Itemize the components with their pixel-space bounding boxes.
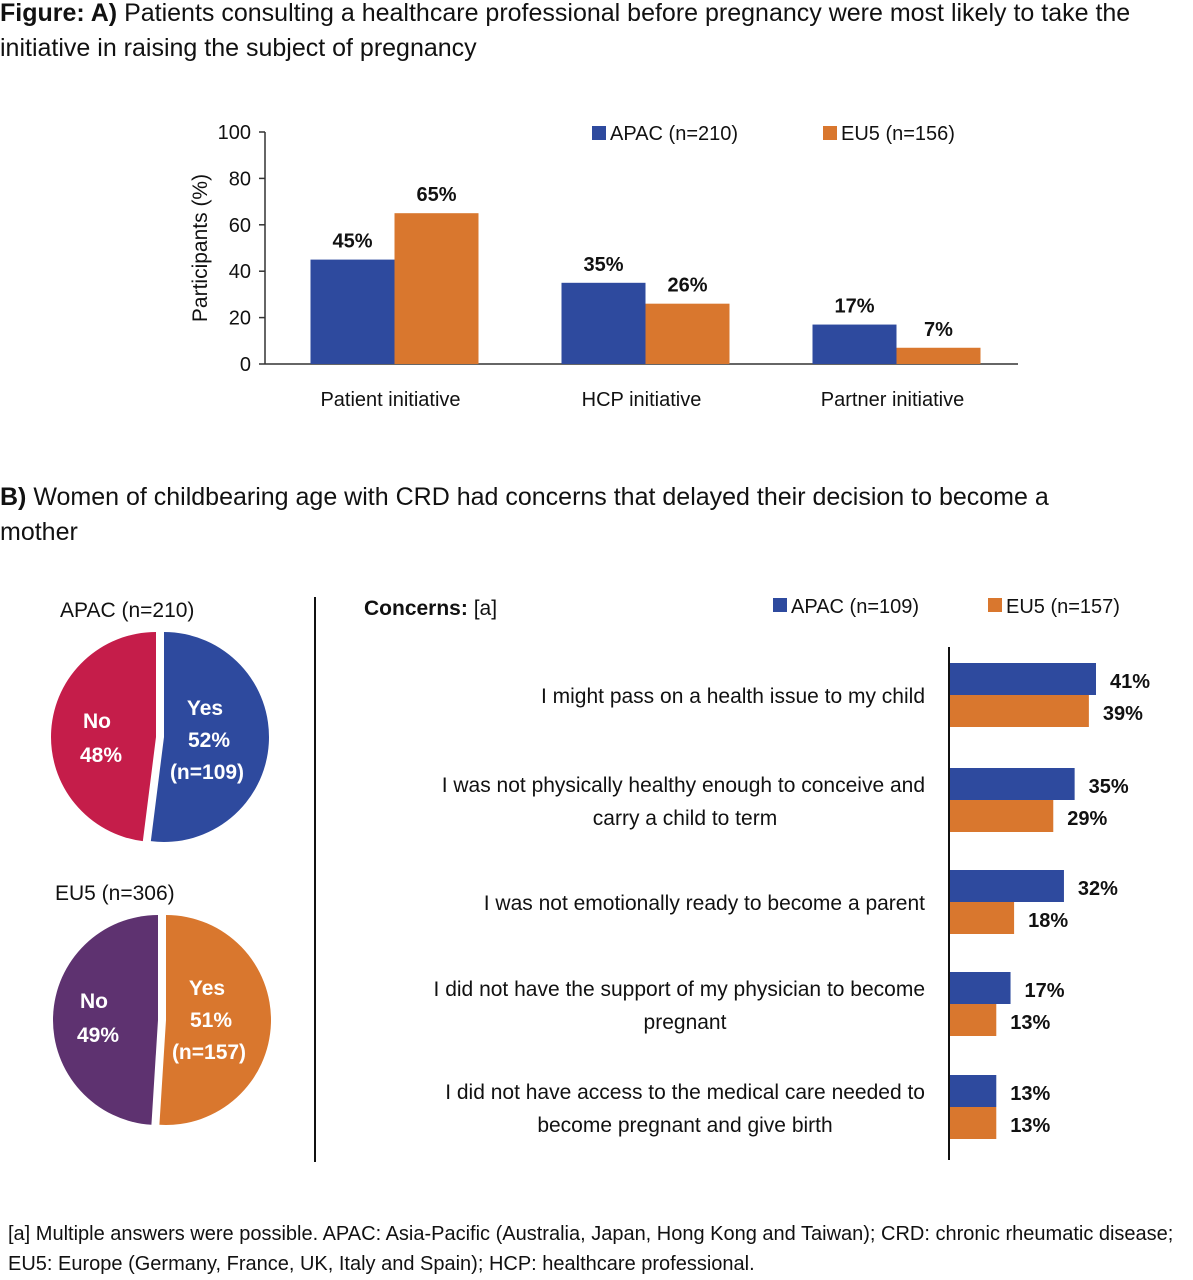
legend-swatch xyxy=(592,126,606,140)
pie-label-no-name: No xyxy=(80,990,108,1013)
bar xyxy=(812,324,897,364)
category-label-line2: carry a child to term xyxy=(593,807,777,830)
pie-title: APAC (n=210) xyxy=(60,599,194,622)
panel-b-heading: B) Women of childbearing age with CRD ha… xyxy=(0,480,1060,550)
bar xyxy=(950,972,1011,1004)
bar xyxy=(310,259,395,364)
data-label: 39% xyxy=(1103,703,1143,725)
bar xyxy=(950,695,1089,727)
legend-label: EU5 (n=156) xyxy=(841,123,955,145)
bar xyxy=(950,1107,997,1139)
concerns-label: Concerns: [a] xyxy=(364,597,497,620)
x-tick-label: HCP initiative xyxy=(582,389,702,411)
legend-swatch xyxy=(773,598,787,612)
data-label: 13% xyxy=(1010,1083,1050,1105)
pie-title: EU5 (n=306) xyxy=(55,882,175,905)
legend-swatch xyxy=(988,598,1002,612)
bar xyxy=(394,213,479,364)
pie-label-yes-n: (n=157) xyxy=(172,1041,246,1064)
bar xyxy=(950,663,1096,695)
category-label-line1: I was not physically healthy enough to c… xyxy=(442,774,925,797)
pie-label-no-value: 48% xyxy=(80,744,122,767)
category-label: I might pass on a health issue to my chi… xyxy=(541,685,925,708)
bar xyxy=(896,347,981,364)
pie-label-yes-name: Yes xyxy=(187,697,223,720)
y-tick-label: 20 xyxy=(229,308,251,330)
y-tick-label: 60 xyxy=(229,215,251,237)
footnote: [a] Multiple answers were possible. APAC… xyxy=(8,1223,1174,1275)
bar xyxy=(561,282,646,364)
legend-swatch xyxy=(823,126,837,140)
pie-slice-no xyxy=(50,632,156,842)
legend-label: APAC (n=210) xyxy=(610,123,738,145)
concerns-bar-chart: Concerns: [a] APAC (n=109) EU5 (n=157) 41% 3… xyxy=(364,596,1150,1160)
legend-label: EU5 (n=157) xyxy=(1006,596,1120,618)
data-label: 35% xyxy=(1089,776,1129,798)
panel-b-heading-bold: B) xyxy=(0,483,27,511)
bar xyxy=(645,303,730,364)
data-label: 18% xyxy=(1028,910,1068,932)
data-label: 45% xyxy=(332,231,372,253)
data-label: 26% xyxy=(667,275,707,297)
legend-label: APAC (n=109) xyxy=(791,596,919,618)
panel-divider xyxy=(314,597,316,1162)
bar xyxy=(950,902,1015,934)
y-tick-label: 0 xyxy=(240,354,251,376)
bar xyxy=(950,800,1054,832)
category-label-line1: I did not have the support of my physici… xyxy=(434,978,925,1001)
bar xyxy=(950,870,1064,902)
pie-label-yes-name: Yes xyxy=(189,977,225,1000)
initiative-bar-chart: 0 20 40 60 80 100 Participants (%) 45% 65% Patien… xyxy=(189,122,1018,411)
pie-label-no-value: 49% xyxy=(77,1024,119,1047)
panel-b-heading-text: Women of childbearing age with CRD had c… xyxy=(0,483,1049,546)
data-label: 13% xyxy=(1010,1115,1050,1137)
bar xyxy=(950,1075,997,1107)
y-tick-label: 40 xyxy=(229,261,251,283)
pie-label-yes-n: (n=109) xyxy=(170,761,244,784)
bar xyxy=(950,1004,997,1036)
x-tick-label: Patient initiative xyxy=(320,389,460,411)
x-tick-label: Partner initiative xyxy=(821,389,964,411)
data-label: 35% xyxy=(583,254,623,276)
data-label: 17% xyxy=(1025,980,1065,1002)
pie-label-yes-value: 52% xyxy=(188,729,230,752)
pie-charts: APAC (n=210) Yes 52% (n=109) No 48% EU5 (n=306… xyxy=(50,599,272,1125)
pie-label-no-name: No xyxy=(83,710,111,733)
bar xyxy=(950,768,1075,800)
pie-label-yes-value: 51% xyxy=(190,1009,232,1032)
pie-slice-yes xyxy=(150,632,269,842)
panel-a-heading-bold: Figure: A) xyxy=(0,0,118,27)
category-label-line1: I did not have access to the medical car… xyxy=(445,1081,925,1104)
category-label: I was not emotionally ready to become a … xyxy=(484,892,925,915)
panel-a-heading-text: Patients consulting a healthcare profess… xyxy=(0,0,1131,62)
data-label: 29% xyxy=(1067,808,1107,830)
panel-a-heading: Figure: A) Patients consulting a healthc… xyxy=(0,0,1190,66)
data-label: 13% xyxy=(1010,1012,1050,1034)
data-label: 32% xyxy=(1078,878,1118,900)
data-label: 7% xyxy=(924,319,953,341)
category-label-line2: pregnant xyxy=(644,1011,727,1034)
data-label: 65% xyxy=(416,184,456,206)
pie-slice-no xyxy=(53,915,159,1125)
data-label: 41% xyxy=(1110,671,1150,693)
y-tick-label: 100 xyxy=(218,122,251,144)
data-label: 17% xyxy=(834,296,874,318)
y-tick-label: 80 xyxy=(229,168,251,190)
y-axis-label: Participants (%) xyxy=(189,174,212,322)
pie-slice-yes xyxy=(159,915,272,1125)
category-label-line2: become pregnant and give birth xyxy=(537,1114,832,1137)
